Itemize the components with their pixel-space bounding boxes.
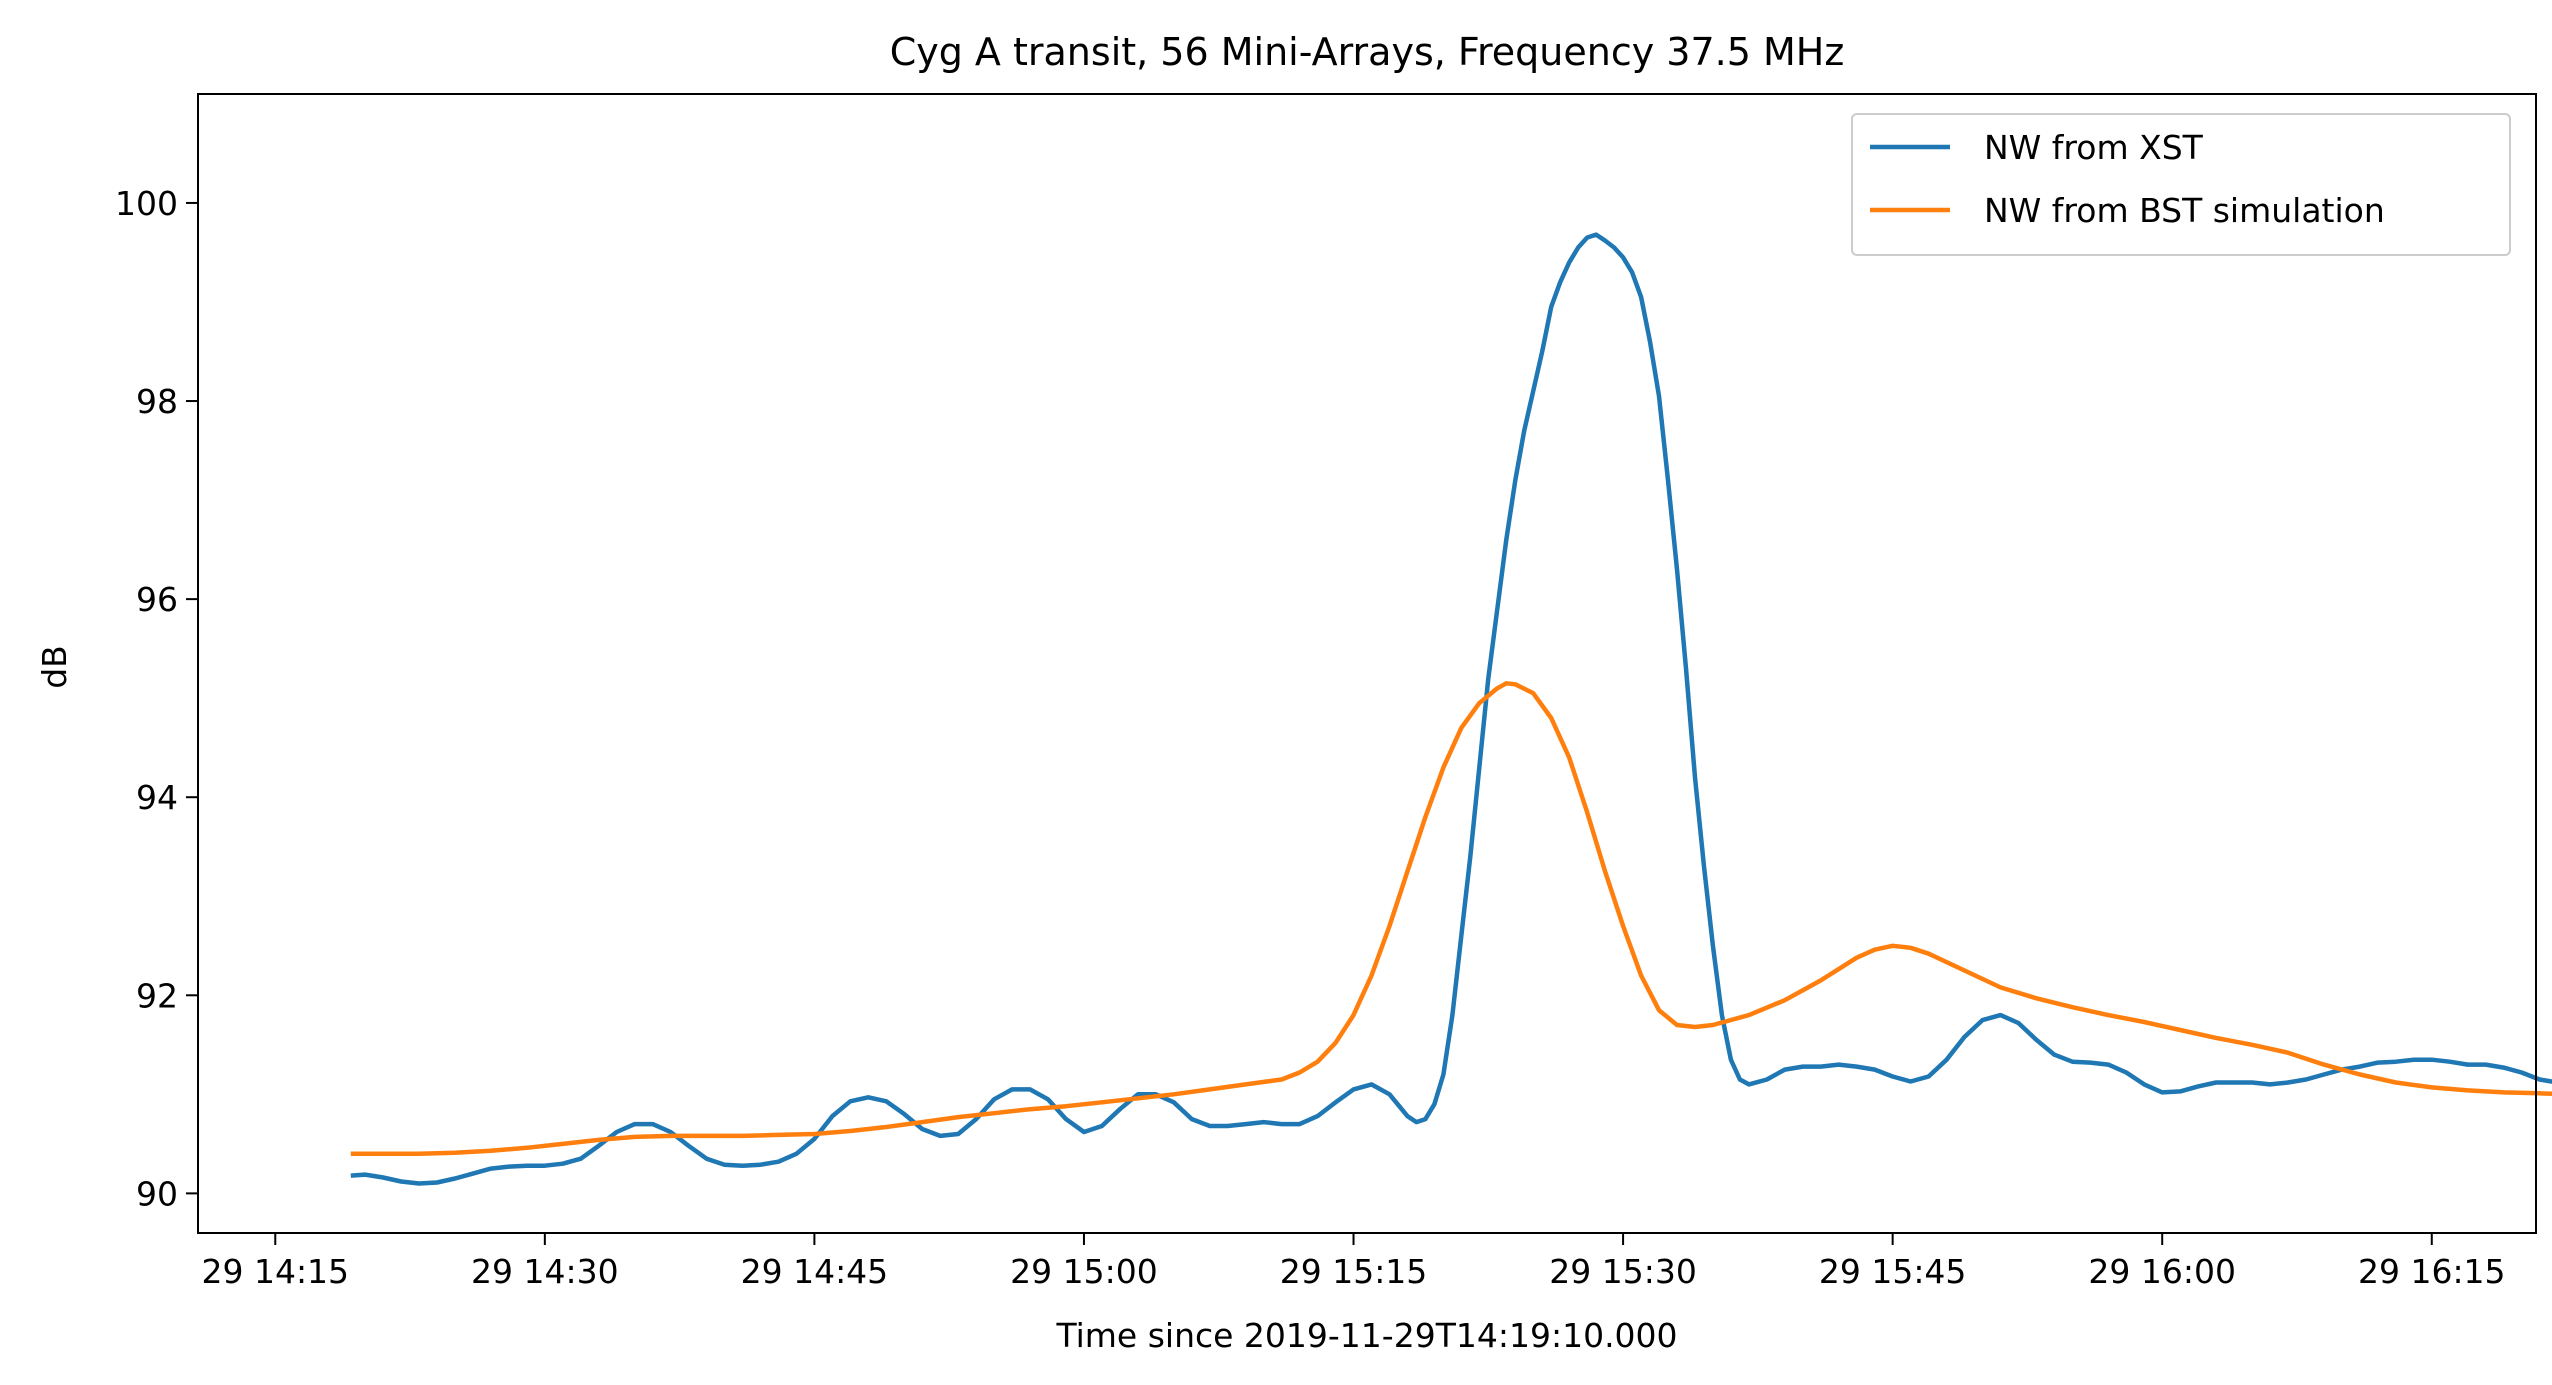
x-tick-label: 29 15:00 <box>1010 1252 1158 1291</box>
y-tick-label: 98 <box>136 382 178 421</box>
y-axis-label: dB <box>35 645 74 689</box>
x-tick-label: 29 14:15 <box>201 1252 349 1291</box>
y-tick-label: 90 <box>136 1174 178 1213</box>
x-tick-label: 29 16:15 <box>2358 1252 2506 1291</box>
plot-area <box>350 232 2552 1186</box>
y-tick-label: 92 <box>136 976 178 1015</box>
x-tick-label: 29 14:30 <box>471 1252 619 1291</box>
y-tick-label: 96 <box>136 580 178 619</box>
x-tick-label: 29 15:30 <box>1549 1252 1697 1291</box>
y-tick-label: 100 <box>115 184 178 223</box>
axes-frame <box>197 93 2537 1234</box>
legend-label-bst: NW from BST simulation <box>1984 191 2385 230</box>
legend-label-xst: NW from XST <box>1984 128 2204 167</box>
chart-title: Cyg A transit, 56 Mini-Arrays, Frequency… <box>890 30 1845 74</box>
y-axis-ticks: 90 92 94 96 98 100 <box>115 184 198 1213</box>
x-axis-ticks: 29 14:15 29 14:30 29 14:45 29 15:00 29 15:15… <box>201 1233 2506 1291</box>
x-axis-label: Time since 2019-11-29T14:19:10.000 <box>1055 1316 1677 1355</box>
series-line-0 <box>350 232 2552 1186</box>
legend: NW from XST NW from BST simulation <box>1851 113 2511 256</box>
y-tick-label: 94 <box>136 778 178 817</box>
x-tick-label: 29 15:15 <box>1280 1252 1428 1291</box>
series-line-1 <box>350 681 2552 1157</box>
x-tick-label: 29 15:45 <box>1819 1252 1967 1291</box>
x-tick-label: 29 16:00 <box>2088 1252 2236 1291</box>
legend-box <box>1851 113 2511 256</box>
x-tick-label: 29 14:45 <box>741 1252 889 1291</box>
